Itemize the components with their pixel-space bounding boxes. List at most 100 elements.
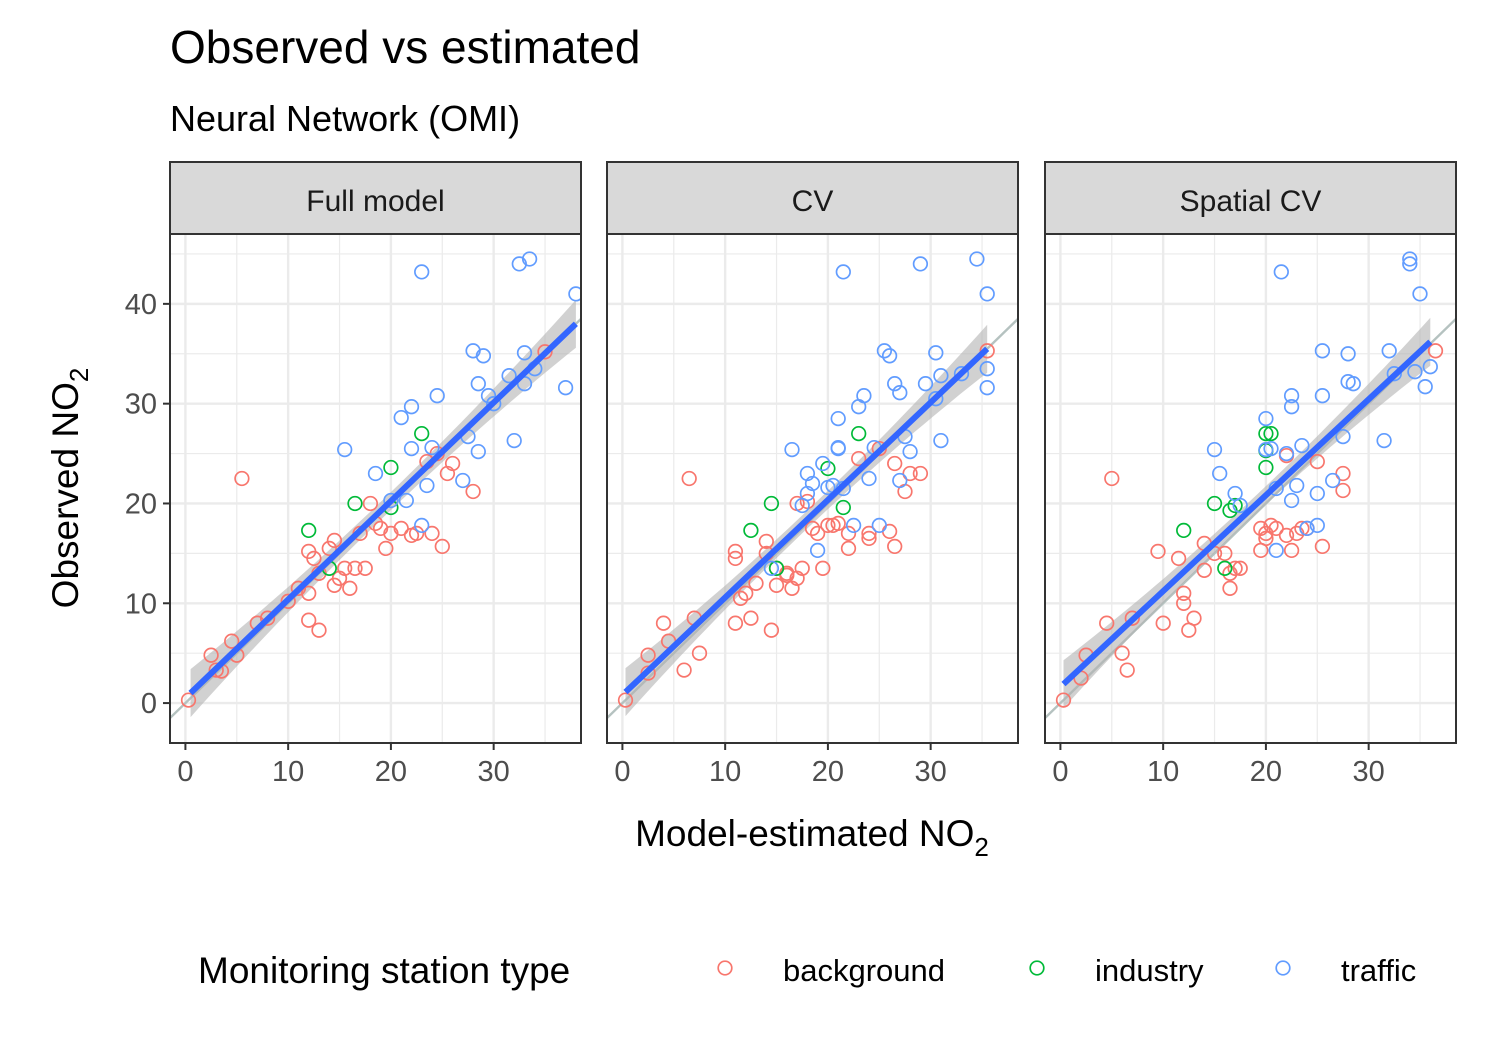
point-traffic <box>506 432 522 449</box>
point-background <box>748 575 764 591</box>
point-background <box>1150 543 1166 560</box>
point-traffic <box>1412 286 1428 302</box>
point-background <box>1196 562 1212 578</box>
point-background <box>234 470 250 487</box>
point-background <box>979 343 995 359</box>
point-industry <box>835 499 851 516</box>
legend-label-industry: industry <box>1095 953 1204 988</box>
point-traffic <box>419 477 435 494</box>
point-background <box>1294 520 1310 537</box>
point-traffic <box>470 443 486 460</box>
y-tick-label: 0 <box>141 688 157 720</box>
point-background <box>912 465 929 482</box>
point-traffic <box>1258 441 1274 458</box>
point-traffic <box>1402 251 1418 267</box>
point-traffic <box>1283 388 1300 404</box>
point-background <box>815 560 831 576</box>
legend-key-traffic <box>1275 960 1291 976</box>
point-traffic <box>521 251 538 267</box>
point-traffic <box>1325 472 1341 489</box>
point-background <box>326 532 343 549</box>
point-traffic <box>1278 445 1295 462</box>
x-tick-label: 20 <box>1250 756 1282 788</box>
legend-key-industry <box>1029 960 1045 976</box>
point-background <box>1099 615 1115 631</box>
point-traffic <box>337 441 353 458</box>
point-traffic <box>1345 376 1361 392</box>
point-traffic <box>1340 346 1356 362</box>
point-background <box>1170 550 1187 567</box>
point-background <box>809 525 826 542</box>
point-traffic <box>830 439 846 456</box>
strip-background <box>169 161 582 235</box>
point-background <box>357 560 373 576</box>
point-traffic <box>486 396 502 412</box>
point-traffic <box>763 560 780 576</box>
fit-line <box>623 346 990 695</box>
legend-title: Monitoring station type <box>198 950 570 991</box>
point-industry <box>1258 459 1274 476</box>
point-background <box>617 692 634 708</box>
point-background <box>681 470 697 487</box>
panel-0: Full model 0 10 20 30 0 10 20 30 40 <box>125 161 582 788</box>
point-background <box>208 662 224 678</box>
point-background <box>1155 615 1171 631</box>
point-traffic <box>876 343 893 359</box>
point-industry <box>1176 522 1192 539</box>
chart-title: Observed vs estimated <box>170 21 640 73</box>
point-traffic <box>933 432 949 449</box>
point-traffic <box>568 286 581 302</box>
point-background <box>280 593 296 609</box>
point-background <box>378 540 394 557</box>
point-traffic <box>1289 477 1305 494</box>
point-traffic <box>933 368 949 384</box>
point-background <box>804 520 821 537</box>
point-traffic <box>1299 520 1315 537</box>
point-background <box>408 525 425 542</box>
y-tick-label: 40 <box>125 289 157 321</box>
point-background <box>691 645 708 661</box>
point-industry <box>1263 425 1279 442</box>
point-traffic <box>414 264 430 280</box>
x-tick-label: 0 <box>177 756 193 788</box>
point-background <box>820 517 836 534</box>
gridlines <box>170 234 581 743</box>
plot-area <box>170 251 581 719</box>
point-traffic <box>979 380 995 396</box>
point-background <box>1335 482 1351 499</box>
strip-label: Full model <box>306 185 444 218</box>
point-traffic <box>892 472 908 489</box>
point-background <box>1104 470 1120 487</box>
point-background <box>830 515 846 532</box>
point-industry <box>743 522 759 539</box>
point-traffic <box>845 517 862 534</box>
x-tick-label: 30 <box>1353 756 1385 788</box>
point-traffic <box>784 441 800 458</box>
plot-area <box>1045 251 1456 719</box>
point-traffic <box>475 348 492 364</box>
x-tick-label: 10 <box>272 756 304 788</box>
point-industry <box>383 459 399 476</box>
panel-border <box>169 233 582 744</box>
point-traffic <box>1232 497 1248 514</box>
legend-key-background <box>717 960 733 976</box>
point-industry <box>1227 497 1243 514</box>
point-background <box>321 540 337 557</box>
x-axis-title: Model-estimated NO2 <box>635 813 989 862</box>
y-axis-title: Observed NO2 <box>45 368 94 609</box>
point-background <box>743 610 759 626</box>
point-traffic <box>1381 343 1397 359</box>
y-tick-label: 30 <box>125 389 157 421</box>
point-traffic <box>861 470 877 487</box>
point-background <box>1232 560 1248 576</box>
y-tick-label: 20 <box>125 488 157 520</box>
point-traffic <box>1268 542 1284 559</box>
point-background <box>537 344 553 360</box>
point-background <box>727 550 744 567</box>
point-industry <box>820 460 836 477</box>
point-background <box>1335 465 1351 482</box>
point-background <box>337 560 353 576</box>
point-traffic <box>881 348 898 364</box>
point-traffic <box>1314 343 1331 359</box>
